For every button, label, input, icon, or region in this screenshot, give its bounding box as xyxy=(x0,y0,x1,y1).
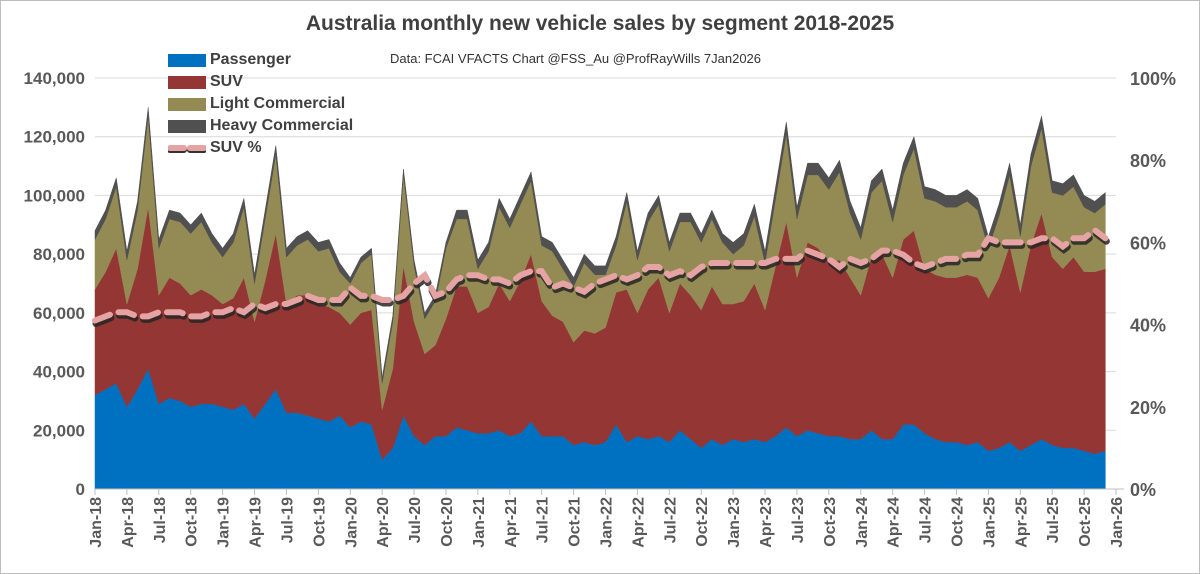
x-tick-label: Jan-23 xyxy=(726,497,743,548)
x-tick-label: Oct-22 xyxy=(694,497,711,547)
x-tick-label: Apr-18 xyxy=(120,497,137,548)
x-tick-label: Oct-19 xyxy=(311,497,328,547)
y-tick-label: 140,000 xyxy=(24,69,85,88)
x-tick-label: Jul-20 xyxy=(407,497,424,543)
x-tick-label: Jul-19 xyxy=(279,497,296,543)
legend-dash-swatch xyxy=(168,144,206,153)
x-tick-label: Jan-22 xyxy=(599,497,616,548)
x-tick-label: Jul-18 xyxy=(152,497,169,543)
legend-label: SUV xyxy=(210,73,243,90)
y2-tick-label: 40% xyxy=(1130,316,1166,336)
chart-title: Australia monthly new vehicle sales by s… xyxy=(305,12,895,35)
legend-item-heavy-commercial: Heavy Commercial xyxy=(168,115,353,137)
x-tick-label: Apr-22 xyxy=(630,497,647,548)
y2-tick-label: 20% xyxy=(1130,398,1166,418)
x-tick-label: Jul-22 xyxy=(662,497,679,543)
y-tick-label: 120,000 xyxy=(24,128,85,147)
x-tick-label: Jul-24 xyxy=(918,497,935,543)
x-tick-label: Apr-19 xyxy=(248,497,265,548)
x-tick-label: Oct-21 xyxy=(567,497,584,547)
suv-pct-line xyxy=(92,226,1109,324)
y2-tick-label: 80% xyxy=(1130,151,1166,171)
y2-tick-label: 60% xyxy=(1130,233,1166,253)
x-tick-label: Jan-25 xyxy=(981,497,998,548)
legend-item-suv-pct: SUV % xyxy=(168,137,353,159)
legend-label: Heavy Commercial xyxy=(210,117,354,134)
legend-item-light-commercial: Light Commercial xyxy=(168,93,353,115)
x-tick-label: Apr-24 xyxy=(886,497,903,548)
legend-label: Light Commercial xyxy=(210,95,346,112)
y-tick-label: 20,000 xyxy=(33,421,85,440)
x-tick-label: Oct-23 xyxy=(822,497,839,547)
x-tick-label: Jan-19 xyxy=(216,497,233,548)
legend-label: Passenger xyxy=(210,51,291,68)
legend-swatch xyxy=(168,119,206,133)
x-tick-label: Jan-26 xyxy=(1109,497,1126,548)
x-tick-label: Apr-25 xyxy=(1013,497,1030,548)
x-tick-label: Apr-23 xyxy=(758,497,775,548)
x-tick-label: Jan-18 xyxy=(88,497,105,548)
y2-tick-label: 0% xyxy=(1130,480,1156,500)
legend-label: SUV % xyxy=(210,139,262,156)
x-tick-label: Jan-24 xyxy=(854,497,871,548)
legend-swatch xyxy=(168,75,206,89)
x-tick-label: Jul-23 xyxy=(790,497,807,543)
x-tick-label: Jul-21 xyxy=(535,497,552,543)
x-tick-label: Apr-21 xyxy=(503,497,520,548)
y-tick-label: 100,000 xyxy=(24,186,85,205)
x-tick-label: Oct-18 xyxy=(184,497,201,547)
x-tick-label: Oct-20 xyxy=(439,497,456,547)
legend-swatch xyxy=(168,97,206,111)
legend-swatch xyxy=(168,53,206,67)
x-tick-label: Jan-20 xyxy=(343,497,360,548)
chart-source-note: Data: FCAI VFACTS Chart @FSS_Au @ProfRay… xyxy=(390,51,762,66)
y-tick-label: 60,000 xyxy=(33,304,85,323)
x-tick-label: Apr-20 xyxy=(375,497,392,548)
y-tick-label: 40,000 xyxy=(33,363,85,382)
y-tick-label: 0 xyxy=(76,480,85,499)
legend: Passenger SUV Light Commercial Heavy Com… xyxy=(168,49,353,159)
x-tick-label: Jan-21 xyxy=(471,497,488,548)
y-tick-label: 80,000 xyxy=(33,245,85,264)
x-tick-label: Oct-24 xyxy=(949,497,966,547)
y2-tick-label: 100% xyxy=(1130,69,1176,89)
x-tick-label: Oct-25 xyxy=(1077,497,1094,547)
legend-item-passenger: Passenger xyxy=(168,49,353,71)
legend-item-suv: SUV xyxy=(168,71,353,93)
x-tick-label: Jul-25 xyxy=(1045,497,1062,543)
